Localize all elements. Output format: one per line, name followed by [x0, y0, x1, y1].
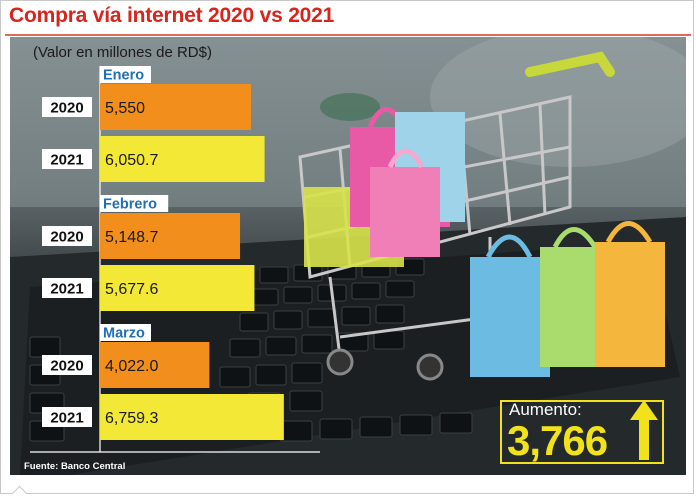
increase-value: 3,766 [507, 417, 608, 464]
increase-label: Aumento: [509, 400, 582, 419]
bar-value-label: 4,022.0 [105, 358, 158, 375]
year-tag: 2020 [50, 229, 83, 246]
bar-value-label: 6,050.7 [105, 152, 158, 169]
year-tag: 2021 [50, 152, 83, 169]
year-tag: 2021 [50, 281, 83, 298]
month-label-bg [100, 66, 151, 83]
month-label: Enero [103, 68, 144, 84]
source-note: Fuente: Banco Central [24, 461, 126, 472]
year-tag-bg [42, 97, 92, 117]
year-tag-bg [42, 278, 92, 298]
increase-box [500, 400, 664, 464]
bar-marzo-2021 [100, 394, 284, 440]
bar-febrero-2021 [100, 265, 255, 311]
year-tag: 2021 [50, 410, 83, 427]
year-tag-bg [42, 355, 92, 375]
bar-enero-2021 [100, 136, 265, 182]
bar-value-label: 5,550 [105, 100, 145, 117]
chart-subtitle: (Valor en millones de RD$) [33, 44, 212, 61]
bar-febrero-2020 [100, 213, 241, 259]
year-tag-bg [42, 226, 92, 246]
month-label: Marzo [103, 326, 145, 342]
month-label-bg [100, 324, 151, 341]
bar-enero-2020 [100, 84, 251, 130]
up-arrow-icon [630, 400, 658, 460]
bar-value-label: 5,677.6 [105, 281, 158, 298]
bar-marzo-2020 [100, 342, 210, 388]
bar-value-label: 6,759.3 [105, 410, 158, 427]
year-tag: 2020 [50, 100, 83, 117]
month-label-bg [100, 195, 169, 212]
year-tag-bg [42, 407, 92, 427]
year-tag: 2020 [50, 358, 83, 375]
year-tag-bg [42, 149, 92, 169]
chart-title: Compra vía internet 2020 vs 2021 [9, 4, 335, 27]
bar-value-label: 5,148.7 [105, 229, 158, 246]
title-rule [5, 34, 691, 36]
month-label: Febrero [103, 197, 157, 213]
